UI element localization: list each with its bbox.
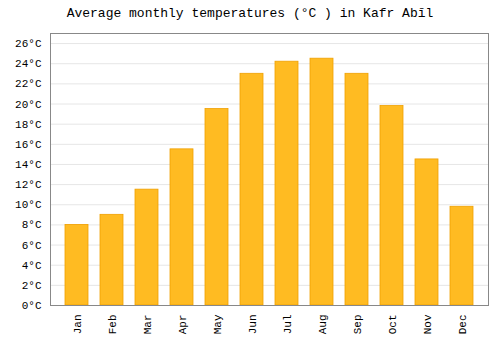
svg-text:24°C: 24°C [15, 58, 42, 70]
html-text:Average monthly temperatures (: Average monthly temperatures (°C ) in Ka… [66, 6, 434, 21]
svg-text:12°C: 12°C [15, 179, 42, 191]
svg-text:Jul: Jul [282, 315, 294, 335]
svg-text:2°C: 2°C [22, 280, 42, 292]
svg-text:20°C: 20°C [15, 99, 42, 111]
svg-text:22°C: 22°C [15, 78, 42, 90]
svg-text:0°C: 0°C [22, 300, 42, 312]
svg-text:4°C: 4°C [22, 260, 42, 272]
svg-text:18°C: 18°C [15, 119, 42, 131]
svg-text:Nov: Nov [422, 314, 434, 334]
svg-text:16°C: 16°C [15, 139, 42, 151]
svg-text:Jan: Jan [72, 315, 84, 335]
svg-text:Jun: Jun [247, 315, 259, 335]
svg-text:26°C: 26°C [15, 38, 42, 50]
svg-text:Sep: Sep [352, 315, 364, 335]
svg-text:14°C: 14°C [15, 159, 42, 171]
svg-text:May: May [212, 314, 224, 334]
svg-text:Oct: Oct [387, 315, 399, 335]
svg-text:8°C: 8°C [22, 219, 42, 231]
svg-text:6°C: 6°C [22, 240, 42, 252]
svg-text:Apr: Apr [177, 315, 189, 335]
svg-text:Mar: Mar [142, 315, 154, 335]
svg-text:Feb: Feb [107, 315, 119, 335]
svg-text:Dec: Dec [457, 315, 469, 335]
svg-text:10°C: 10°C [15, 199, 42, 211]
svg-text:Aug: Aug [317, 315, 329, 335]
